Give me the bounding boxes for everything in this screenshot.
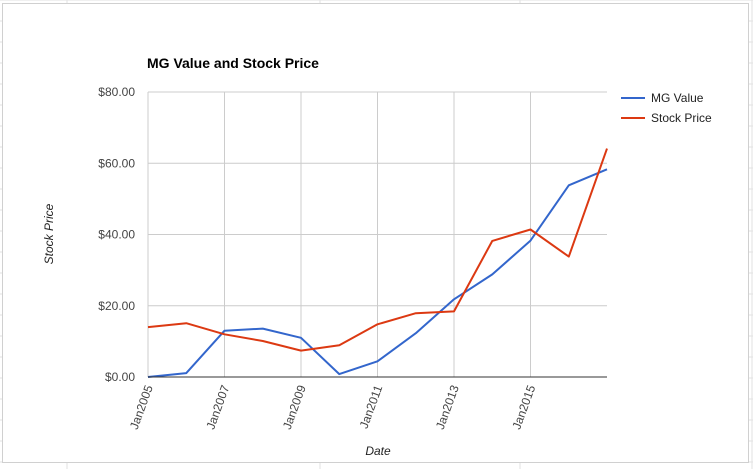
x-tick-label: Jan2009: [280, 383, 309, 431]
x-tick-label: Jan2005: [127, 383, 156, 431]
x-tick-label: Jan2013: [433, 383, 462, 431]
y-tick-label: $60.00: [98, 156, 135, 170]
x-axis-label: Date: [365, 444, 391, 458]
y-axis-ticks: $0.00 $20.00 $40.00 $60.00 $80.00: [98, 85, 135, 384]
series-line-stock-price[interactable]: [147, 148, 608, 352]
y-tick-label: $40.00: [98, 228, 135, 242]
x-axis-ticks: Jan2005 Jan2007 Jan2009 Jan2011 Jan2013 Jan20…: [127, 383, 539, 431]
legend-label-mg-value: MG Value: [651, 91, 704, 105]
y-tick-label: $20.00: [98, 299, 135, 313]
y-axis-label: Stock Price: [42, 203, 56, 264]
x-tick-label: Jan2011: [357, 383, 386, 431]
x-tick-label: Jan2015: [509, 383, 538, 431]
chart-title: MG Value and Stock Price: [147, 55, 319, 71]
x-tick-label: Jan2007: [203, 383, 232, 431]
chart-container[interactable]: [2, 3, 749, 463]
chart-legend[interactable]: MG Value Stock Price: [621, 91, 712, 125]
plot-gridlines: [147, 91, 607, 377]
legend-label-stock-price: Stock Price: [651, 111, 712, 125]
series-line-mg-value[interactable]: [147, 168, 608, 378]
y-tick-label: $80.00: [98, 85, 135, 99]
y-tick-label: $0.00: [105, 370, 135, 384]
chart-series: [147, 148, 608, 378]
